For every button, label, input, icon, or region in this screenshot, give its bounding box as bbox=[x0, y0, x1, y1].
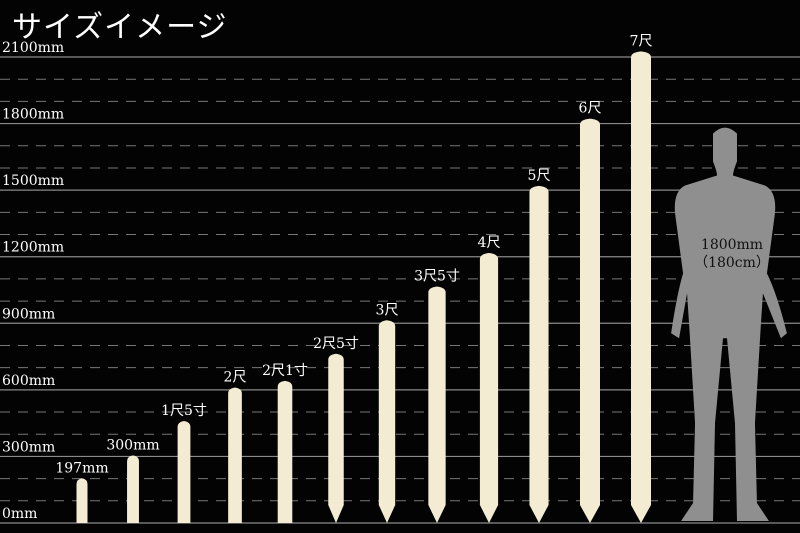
stake-label: 197mm bbox=[55, 460, 108, 476]
stake-bar bbox=[428, 286, 446, 523]
stake-bar bbox=[328, 353, 344, 523]
human-height-mm: 1800mm bbox=[700, 237, 764, 253]
y-tick-label: 600mm bbox=[2, 373, 55, 389]
stake-label: 3尺5寸 bbox=[414, 269, 460, 285]
stake-label: 2尺1寸 bbox=[262, 363, 308, 379]
stake-bar bbox=[479, 253, 499, 523]
human-height-label: 1800mm （180cm） bbox=[692, 236, 772, 272]
stake-bar bbox=[277, 380, 293, 523]
stake-bar bbox=[76, 478, 88, 523]
stake-label: 7尺 bbox=[630, 33, 653, 49]
stake-label: 4尺 bbox=[478, 235, 501, 251]
stake-bar bbox=[127, 455, 139, 523]
stake-bar bbox=[378, 320, 396, 523]
y-tick-label: 2100mm bbox=[2, 40, 64, 56]
stake-bar bbox=[631, 51, 651, 524]
human-silhouette bbox=[671, 127, 787, 522]
stake-bar bbox=[580, 118, 600, 523]
y-tick-label: 1800mm bbox=[2, 107, 64, 123]
y-tick-label: 1200mm bbox=[2, 240, 64, 256]
y-tick-label: 0mm bbox=[2, 506, 37, 522]
human-height-cm: （180cm） bbox=[694, 255, 770, 271]
stake-label: 6尺 bbox=[579, 101, 602, 117]
stake-bar bbox=[228, 387, 242, 523]
stake-bar bbox=[529, 185, 549, 524]
stake-label: 2尺5寸 bbox=[313, 336, 359, 352]
stake-label: 2尺 bbox=[224, 370, 247, 386]
stake-label: 5尺 bbox=[528, 168, 551, 184]
stake-label: 3尺 bbox=[376, 302, 399, 318]
y-tick-label: 300mm bbox=[2, 439, 55, 455]
y-tick-label: 1500mm bbox=[2, 173, 64, 189]
stake-bar bbox=[177, 421, 191, 523]
stake-label: 1尺5寸 bbox=[161, 403, 207, 419]
stake-label: 300mm bbox=[106, 437, 159, 453]
page-title: サイズイメージ bbox=[12, 10, 228, 45]
y-tick-label: 900mm bbox=[2, 306, 55, 322]
